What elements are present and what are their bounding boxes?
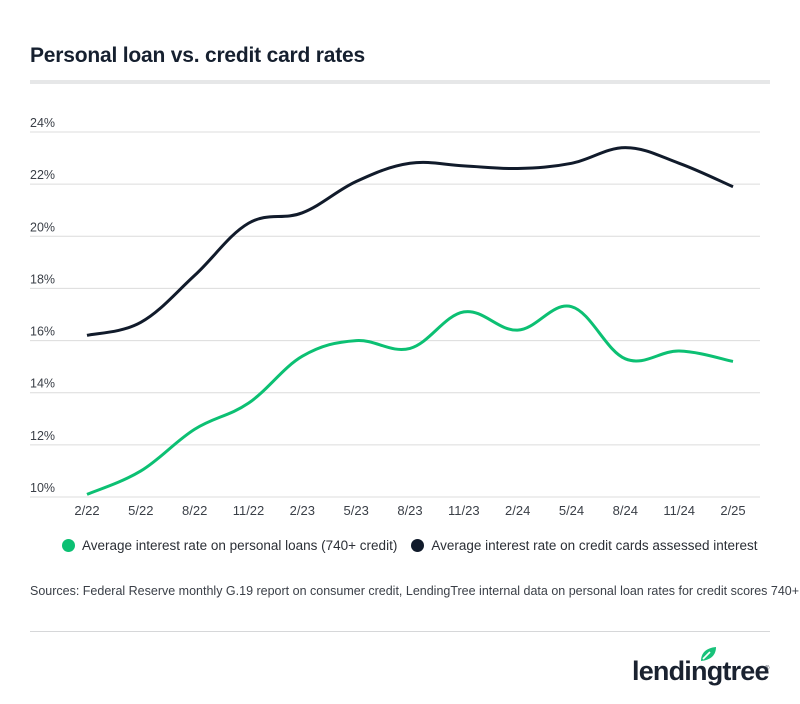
legend-dot-icon [62, 539, 75, 552]
y-tick-label: 20% [30, 220, 55, 234]
y-tick-label: 22% [30, 168, 55, 182]
x-tick-label: 2/25 [720, 503, 745, 518]
data-point[interactable] [137, 318, 145, 326]
data-point[interactable] [191, 271, 199, 279]
x-tick-label: 5/22 [128, 503, 153, 518]
data-point[interactable] [406, 344, 414, 352]
y-tick-label: 24% [30, 116, 55, 130]
x-tick-label: 5/23 [344, 503, 369, 518]
data-point[interactable] [729, 183, 737, 191]
data-point[interactable] [514, 326, 522, 334]
data-point[interactable] [568, 159, 576, 167]
registered-mark: ® [765, 666, 770, 672]
logo-text: lendingtree [632, 656, 770, 686]
source-note: Sources: Federal Reserve monthly G.19 re… [30, 584, 800, 598]
series-lines [83, 144, 737, 498]
series-line-personal-loans [86, 304, 734, 496]
series-line-credit-cards [86, 146, 734, 337]
data-point[interactable] [137, 467, 145, 475]
data-point[interactable] [83, 331, 91, 339]
x-axis-ticks: 2/22 5/22 8/22 11/22 2/23 5/23 8/23 11/23 2/24 5/… [74, 503, 745, 518]
y-axis-ticks: 10% 12% 14% 16% 18% 20% 22% 24% [30, 116, 55, 495]
x-tick-label: 2/23 [290, 503, 315, 518]
legend-item-personal-loans[interactable]: Average interest rate on personal loans … [62, 538, 397, 553]
y-tick-label: 18% [30, 272, 55, 286]
data-point[interactable] [621, 355, 629, 363]
data-point[interactable] [352, 337, 360, 345]
title-divider [30, 80, 770, 84]
data-point[interactable] [514, 165, 522, 173]
data-point[interactable] [298, 352, 306, 360]
x-tick-label: 11/23 [448, 503, 480, 518]
legend-dot-icon [411, 539, 425, 552]
y-tick-label: 14% [30, 377, 55, 391]
data-point[interactable] [245, 399, 253, 407]
data-point[interactable] [352, 178, 360, 186]
data-point[interactable] [191, 425, 199, 433]
data-point[interactable] [83, 490, 91, 498]
y-tick-label: 16% [30, 325, 55, 339]
x-tick-label: 8/24 [613, 503, 638, 518]
data-point[interactable] [460, 308, 468, 316]
lendingtree-logo: lendingtree ® [632, 646, 772, 690]
legend-label: Average interest rate on credit cards as… [431, 538, 758, 553]
data-point[interactable] [245, 219, 253, 227]
x-tick-label: 8/23 [397, 503, 422, 518]
data-point[interactable] [729, 357, 737, 365]
y-tick-label: 10% [30, 481, 55, 495]
data-point[interactable] [568, 303, 576, 311]
legend: Average interest rate on personal loans … [62, 538, 771, 553]
data-point[interactable] [298, 209, 306, 217]
x-tick-label: 2/22 [74, 503, 99, 518]
data-point[interactable] [406, 159, 414, 167]
data-point[interactable] [675, 347, 683, 355]
legend-label: Average interest rate on personal loans … [82, 538, 398, 553]
data-point[interactable] [621, 144, 629, 152]
leaf-icon [701, 647, 716, 661]
data-point[interactable] [460, 162, 468, 170]
x-tick-label: 11/24 [663, 503, 695, 518]
x-tick-label: 11/22 [233, 503, 265, 518]
legend-item-credit-cards[interactable]: Average interest rate on credit cards as… [411, 538, 757, 553]
line-chart: 10% 12% 14% 16% 18% 20% 22% 24% 2/22 5/22 8/22 11/… [30, 116, 760, 518]
footer-divider [30, 631, 770, 632]
chart-title: Personal loan vs. credit card rates [30, 44, 365, 67]
x-tick-label: 8/22 [182, 503, 207, 518]
data-point[interactable] [675, 159, 683, 167]
gridlines [30, 131, 760, 498]
y-tick-label: 12% [30, 429, 55, 443]
x-tick-label: 2/24 [505, 503, 530, 518]
x-tick-label: 5/24 [559, 503, 584, 518]
